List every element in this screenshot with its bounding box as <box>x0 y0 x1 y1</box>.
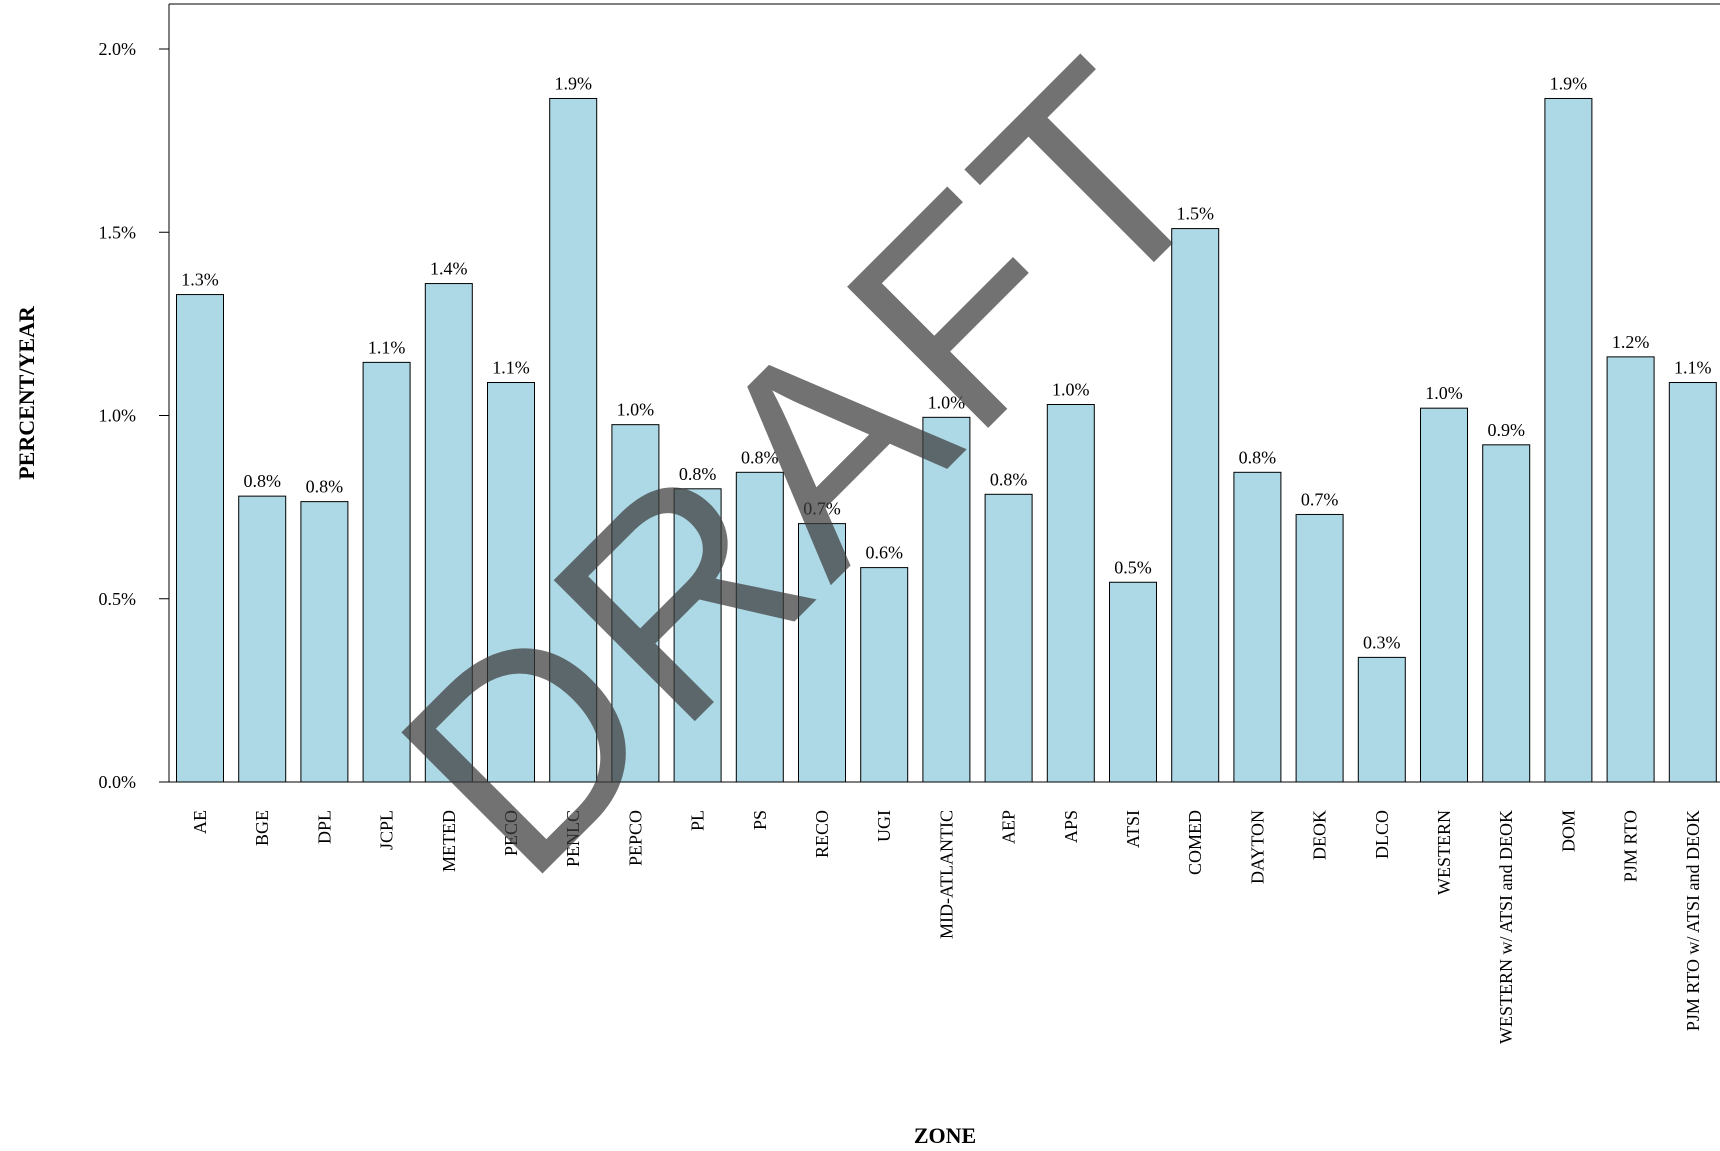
bar <box>176 294 224 783</box>
bar-data-label: 0.8% <box>243 471 281 491</box>
y-tick-label: 1.0% <box>99 406 137 426</box>
y-tick-label: 0.5% <box>99 589 137 609</box>
y-axis-title: PERCENT/YEAR <box>14 305 39 480</box>
y-tick-label: 2.0% <box>99 39 137 59</box>
x-tick-label: WESTERN w/ ATSI and DEOK <box>1496 810 1516 1044</box>
x-tick-label: DLCO <box>1372 810 1392 859</box>
bar-data-label: 0.7% <box>1301 489 1339 509</box>
bar <box>1544 97 1593 783</box>
bar <box>1482 444 1531 783</box>
x-axis-tick-labels: AE BGE DPL JCPL METED PECO PENLC PEPCO PL PS RECO U… <box>190 810 1703 1044</box>
bar-data-label: 1.0% <box>928 392 966 412</box>
bar <box>362 361 411 783</box>
x-tick-label: JCPL <box>377 810 397 850</box>
bar <box>922 416 971 783</box>
bar <box>549 97 598 783</box>
x-tick-label: PECO <box>501 810 521 856</box>
bar <box>1606 356 1655 783</box>
x-tick-label: PJM RTO <box>1621 810 1641 882</box>
bar-data-label: 0.9% <box>1487 420 1525 440</box>
x-tick-label: DEOK <box>1310 810 1330 860</box>
y-axis-ticks: 0.0% 0.5% 1.0% 1.5% 2.0% <box>99 39 169 792</box>
bar <box>487 382 535 783</box>
bar-data-label: 1.0% <box>1052 380 1090 400</box>
bar-data-label: 1.0% <box>617 400 655 420</box>
bar <box>1233 471 1282 783</box>
bar <box>1668 382 1717 783</box>
bar <box>860 567 909 783</box>
x-tick-label: APS <box>1061 810 1081 843</box>
x-tick-label: METED <box>439 810 459 872</box>
x-tick-label: AEP <box>999 810 1019 844</box>
x-tick-label: PENLC <box>563 810 583 867</box>
bar <box>798 523 846 783</box>
bar-data-label: 1.4% <box>430 259 468 279</box>
bar <box>424 283 473 783</box>
x-tick-label: MID-ATLANTIC <box>936 810 956 939</box>
x-axis-title: ZONE <box>914 1123 976 1148</box>
bar-data-label: 1.3% <box>181 270 219 290</box>
x-tick-label: BGE <box>252 810 272 846</box>
x-tick-label: AE <box>190 810 210 834</box>
x-tick-label: DPL <box>314 810 334 844</box>
bar <box>1046 404 1095 783</box>
y-tick-label: 1.5% <box>99 222 137 242</box>
x-tick-label: PEPCO <box>625 810 645 866</box>
bar <box>735 471 784 783</box>
bar-data-label: 0.8% <box>679 464 717 484</box>
bar-data-label: 1.2% <box>1612 332 1650 352</box>
bar <box>300 501 349 783</box>
bar-data-label: 0.6% <box>865 543 903 563</box>
bar-data-label: 1.9% <box>554 73 592 93</box>
bar <box>1171 228 1220 783</box>
draft-watermark: DRAFT <box>340 0 1274 934</box>
x-tick-label: PJM RTO w/ ATSI and DEOK <box>1683 810 1703 1031</box>
x-tick-label: PL <box>688 810 708 831</box>
x-tick-label: COMED <box>1185 810 1205 875</box>
data-labels-group: 1.3% 0.8% 0.8% 1.1% 1.4% 1.1% 1.9% 1.0% 0.8% 0.8%… <box>181 73 1711 652</box>
bar <box>1420 407 1468 783</box>
bar <box>1295 513 1344 783</box>
bar-data-label: 0.8% <box>1239 447 1277 467</box>
bar <box>238 495 287 783</box>
bar-data-label: 0.5% <box>1114 557 1152 577</box>
bar-data-label: 0.7% <box>803 499 841 519</box>
bar <box>611 424 660 783</box>
bar-data-label: 1.1% <box>492 358 530 378</box>
bars-group <box>176 97 1717 783</box>
bar-data-label: 0.8% <box>306 477 344 497</box>
bar-data-label: 1.1% <box>368 337 406 357</box>
bar-data-label: 1.1% <box>1674 358 1712 378</box>
x-tick-label: ATSI <box>1123 810 1143 848</box>
bar <box>1357 656 1406 783</box>
bar <box>673 488 722 783</box>
x-tick-label: RECO <box>812 810 832 858</box>
bar-data-label: 0.8% <box>741 447 779 467</box>
x-tick-label: DAYTON <box>1247 810 1267 884</box>
x-tick-label: PS <box>750 810 770 830</box>
x-tick-label: UGI <box>874 810 894 842</box>
x-tick-label: DOM <box>1558 810 1578 852</box>
bar-data-label: 0.8% <box>990 469 1028 489</box>
bar-data-label: 0.3% <box>1363 632 1401 652</box>
bar <box>984 493 1033 783</box>
bar-data-label: 1.0% <box>1425 383 1463 403</box>
bar <box>1109 581 1157 783</box>
x-tick-label: WESTERN <box>1434 810 1454 895</box>
bar-data-label: 1.5% <box>1176 204 1214 224</box>
bar-data-label: 1.9% <box>1550 73 1588 93</box>
y-tick-label: 0.0% <box>99 772 137 792</box>
